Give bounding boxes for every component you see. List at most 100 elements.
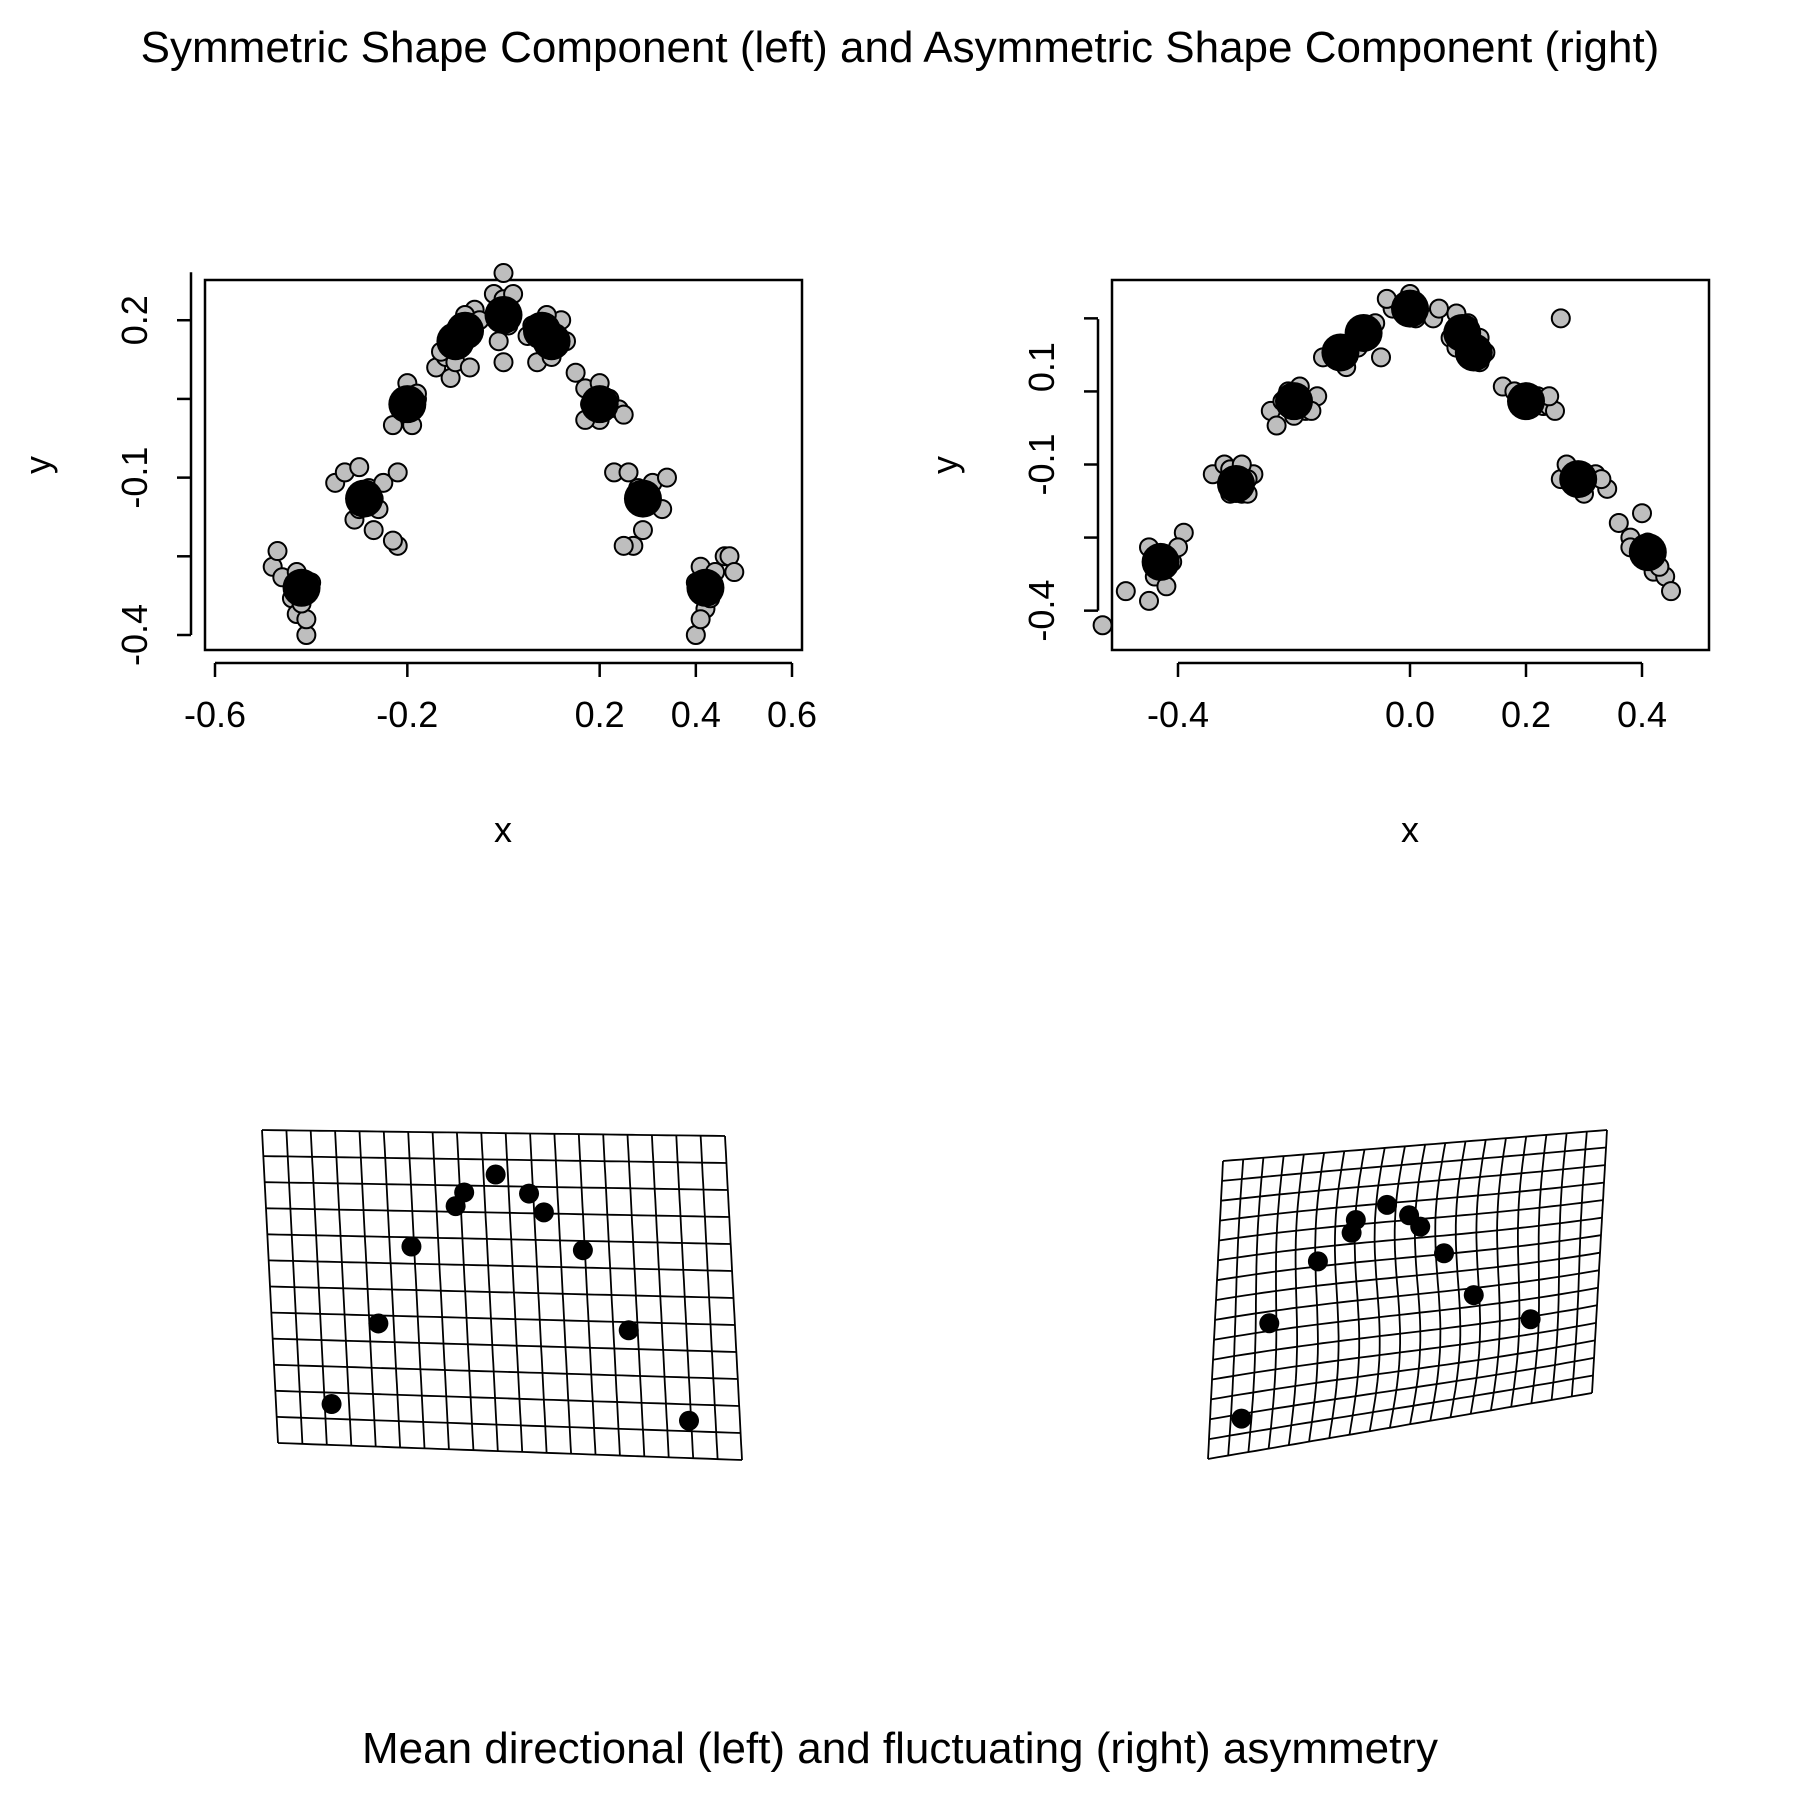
landmark-point <box>1377 1194 1398 1215</box>
landmark-point <box>401 1236 422 1257</box>
grid-line-horizontal <box>1221 1146 1607 1182</box>
landmark-point <box>485 1164 506 1185</box>
grid-line-horizontal <box>272 1337 737 1353</box>
mean-landmark-point <box>1391 289 1429 328</box>
x-tick-label: 0.2 <box>1501 694 1551 735</box>
mean-landmark-point <box>1628 533 1667 572</box>
grid-line-vertical <box>1348 1149 1366 1435</box>
landmark-point <box>618 1320 639 1341</box>
specimen-point <box>613 535 634 556</box>
panel-symmetric-component: -0.6 -0.2 0.2 0.4 0.6 -0.4 -0.1 0.2 x y <box>17 263 817 850</box>
grid-line-vertical <box>1308 1152 1325 1442</box>
specimen-point <box>493 352 514 373</box>
mean-landmark-point <box>532 322 571 361</box>
grid-line-horizontal <box>264 1181 728 1191</box>
specimen-point <box>382 530 403 551</box>
grid-line-horizontal <box>1217 1216 1603 1262</box>
specimen-point <box>1608 512 1629 533</box>
grid-line-vertical <box>1530 1134 1548 1404</box>
x-tick-label: 0.4 <box>1617 694 1667 735</box>
plot-frame <box>1110 278 1711 652</box>
grid-line-horizontal <box>1222 1129 1608 1162</box>
landmark-point <box>1345 1209 1366 1230</box>
grid-line-vertical <box>1449 1141 1467 1418</box>
mean-landmark-point <box>446 311 485 350</box>
axis-ticks: -0.4 0.0 0.2 0.4 -0.4 -0.1 0.1 <box>1021 317 1667 735</box>
mean-landmark-point <box>580 385 619 424</box>
x-tick-label: 0.6 <box>767 694 817 735</box>
specimen-point <box>724 562 745 583</box>
specimen-point <box>690 609 711 630</box>
points-layer <box>262 263 745 645</box>
grid-line-horizontal <box>1214 1269 1600 1321</box>
mean-landmark-point <box>1344 313 1383 352</box>
grid-line-horizontal <box>265 1207 730 1218</box>
mean-landmark-point <box>1507 382 1545 421</box>
y-tick-label: 0.1 <box>1021 342 1062 392</box>
mean-landmark-point <box>623 479 662 518</box>
specimen-point <box>632 520 653 541</box>
specimen-point <box>349 457 370 478</box>
grid-line-horizontal <box>261 1129 726 1137</box>
points-layer <box>1092 284 1681 636</box>
landmark-point <box>1410 1216 1431 1237</box>
specimen-point <box>363 520 384 541</box>
grid-line-horizontal <box>1211 1322 1597 1381</box>
landmark-point <box>454 1182 475 1203</box>
x-axis-label: x <box>1401 809 1419 850</box>
mean-landmark-point <box>388 385 427 424</box>
x-tick-label: 0.4 <box>671 694 721 735</box>
x-axis-label: x <box>494 809 512 850</box>
landmark-point <box>572 1240 593 1261</box>
grid-line-horizontal <box>1210 1339 1596 1401</box>
grid-line-vertical <box>1570 1131 1588 1397</box>
landmark-point <box>533 1202 554 1223</box>
y-tick-label: -0.1 <box>114 447 155 509</box>
grid-line-horizontal <box>277 1442 743 1461</box>
grid-line-horizontal <box>1208 1374 1594 1440</box>
directional-asymmetry-grid <box>261 1129 743 1461</box>
specimen-point <box>1115 581 1136 602</box>
specimen-point <box>493 263 514 284</box>
landmark-point <box>1307 1251 1328 1272</box>
landmark-point <box>1231 1408 1252 1429</box>
grid-line-horizontal <box>271 1311 735 1326</box>
grid-line-horizontal <box>273 1363 738 1380</box>
x-tick-label: -0.4 <box>1147 694 1209 735</box>
grid-line-horizontal <box>1209 1357 1595 1421</box>
grid-line-horizontal <box>263 1155 727 1164</box>
grid-line-vertical <box>1227 1159 1245 1456</box>
specimen-point <box>1550 308 1571 329</box>
mean-landmark-point <box>686 568 725 607</box>
fluctuating-asymmetry-grid <box>1207 1129 1608 1460</box>
top-title: Symmetric Shape Component (left) and Asy… <box>141 23 1660 72</box>
specimen-point <box>618 462 639 483</box>
grid-line-horizontal <box>276 1416 741 1434</box>
specimen-point <box>565 362 586 383</box>
grid-line-horizontal <box>267 1233 731 1245</box>
specimen-point <box>1632 503 1652 524</box>
grid-line-vertical <box>1368 1147 1386 1432</box>
specimen-point <box>459 357 480 378</box>
x-tick-label: -0.2 <box>376 694 438 735</box>
grid-line-vertical <box>1207 1160 1224 1460</box>
axis-ticks: -0.6 -0.2 0.2 0.4 0.6 -0.4 -0.1 0.2 <box>114 272 817 735</box>
x-tick-label: 0.0 <box>1385 694 1435 735</box>
mean-landmark-point <box>345 479 384 518</box>
grid-line-vertical <box>1510 1136 1528 1408</box>
mean-landmark-point <box>1217 464 1255 503</box>
landmark-point <box>519 1183 540 1204</box>
landmark-point <box>1259 1313 1280 1334</box>
grid-line-horizontal <box>1219 1181 1605 1222</box>
grid-line-horizontal <box>1220 1164 1606 1202</box>
specimen-point <box>267 541 288 562</box>
specimen-point <box>1371 347 1391 368</box>
y-tick-label: -0.4 <box>1021 580 1062 642</box>
grid-line-horizontal <box>268 1259 733 1272</box>
y-tick-label: 0.2 <box>114 295 155 345</box>
landmark-point <box>1520 1309 1541 1330</box>
bottom-title: Mean directional (left) and fluctuating … <box>362 1724 1438 1773</box>
x-tick-label: -0.6 <box>184 694 246 735</box>
specimen-point <box>1429 298 1449 319</box>
